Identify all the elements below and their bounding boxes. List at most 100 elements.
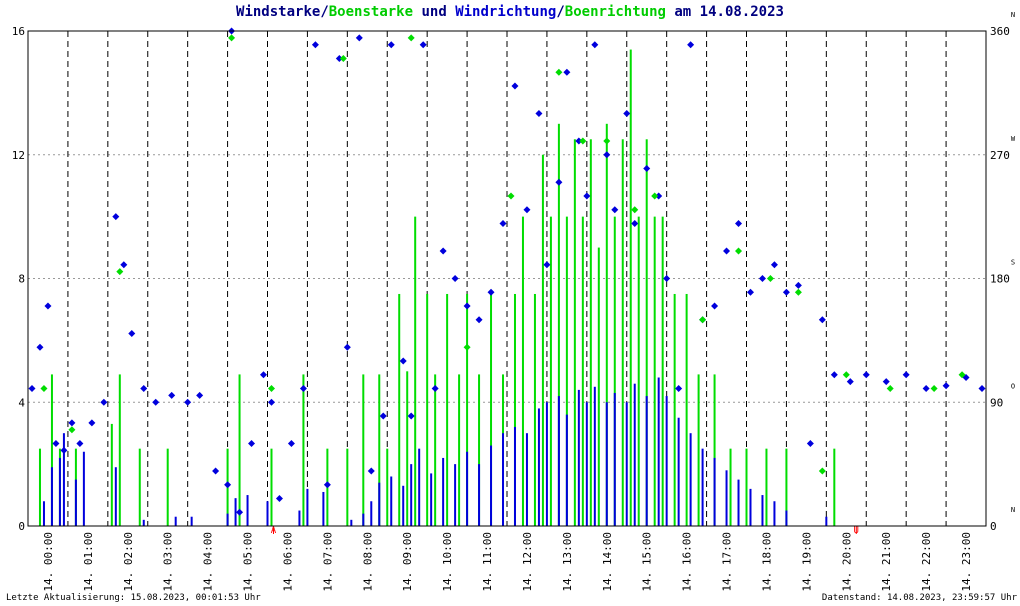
wind-direction-point	[335, 55, 343, 62]
gust-speed-bar	[673, 293, 676, 526]
wind-direction-point	[555, 178, 563, 186]
gust-speed-bar	[270, 448, 273, 526]
gust-direction-point	[228, 34, 236, 42]
gust-direction-point	[766, 275, 774, 282]
wind-direction-point	[487, 288, 495, 296]
wind-speed-bar	[390, 476, 393, 526]
wind-direction-point	[184, 398, 192, 406]
wind-direction-point	[431, 385, 439, 392]
gust-direction-point	[794, 288, 802, 296]
wind-direction-point	[862, 371, 870, 379]
x-tick-label: 14. 17:00	[721, 532, 734, 592]
wind-direction-point	[631, 220, 639, 227]
wind-speed-bar	[785, 510, 788, 526]
wind-direction-point	[723, 247, 731, 255]
wind-direction-point	[655, 192, 663, 200]
wind-direction-point	[575, 137, 583, 145]
wind-direction-point	[583, 192, 591, 200]
gust-speed-bar	[541, 154, 544, 526]
chart-title: Windstarke/Boenstarke und Windrichtung/B…	[0, 4, 1020, 20]
wind-direction-point	[535, 110, 543, 117]
right-tick-label: 270	[990, 149, 1010, 162]
wind-speed-bar	[402, 485, 405, 526]
wind-speed-bar	[246, 495, 249, 526]
footer-last-update: Letzte Aktualisierung: 15.08.2023, 00:01…	[6, 593, 261, 603]
wind-speed-bar	[306, 488, 309, 526]
wind-direction-point	[818, 316, 826, 324]
gust-speed-bar	[346, 448, 349, 526]
wind-direction-point	[882, 378, 890, 386]
wind-direction-point	[830, 371, 838, 379]
gust-direction-point	[631, 206, 639, 214]
wind-direction-point	[212, 467, 220, 475]
wind-direction-point	[311, 41, 319, 49]
wind-speed-bar	[665, 396, 668, 526]
x-tick-label: 14. 21:00	[880, 532, 893, 592]
wind-direction-point	[387, 41, 395, 49]
wind-speed-bar	[226, 513, 229, 526]
x-tick-label: 14. 12:00	[521, 532, 534, 592]
x-tick-label: 14. 07:00	[321, 532, 334, 592]
gust-bars-layer	[38, 49, 836, 526]
direction-label: S	[1011, 259, 1015, 267]
wind-speed-bar	[557, 396, 560, 526]
wind-speed-bar	[633, 383, 636, 526]
direction-label: O	[1011, 382, 1015, 390]
gust-direction-point	[407, 34, 415, 42]
wind-speed-bar	[761, 495, 764, 526]
wind-direction-point	[112, 213, 120, 221]
left-tick-label: 4	[18, 396, 25, 409]
gust-direction-point	[267, 385, 275, 392]
wind-speed-bar	[502, 433, 505, 526]
x-tick-label: 14. 01:00	[82, 532, 95, 592]
gust-speed-bar	[238, 374, 241, 526]
wind-speed-bar	[701, 448, 704, 526]
left-tick-label: 8	[18, 273, 25, 286]
gust-speed-bar	[406, 371, 409, 526]
gust-direction-point	[651, 192, 659, 200]
gust-speed-bar	[589, 139, 592, 526]
wind-speed-bar	[50, 467, 53, 526]
gust-direction-point	[116, 268, 124, 276]
gust-speed-bar	[478, 374, 481, 526]
gust-speed-bar	[613, 216, 616, 526]
wind-speed-bar	[322, 491, 325, 526]
wind-direction-point	[591, 41, 599, 49]
wind-speed-bar	[773, 501, 776, 526]
wind-direction-point	[746, 288, 754, 296]
wind-direction-point	[140, 385, 148, 392]
wind-speed-bar	[82, 451, 85, 526]
wind-direction-point	[563, 68, 571, 76]
right-tick-label: 360	[990, 25, 1010, 38]
gust-direction-point	[699, 316, 707, 324]
wind-speed-bar	[525, 433, 528, 526]
wind-speed-bar	[454, 464, 457, 526]
left-tick-label: 0	[18, 520, 25, 533]
wind-direction-point	[419, 41, 427, 49]
wind-speed-bar	[737, 479, 740, 526]
gust-speed-bar	[785, 448, 788, 526]
wind-direction-point	[463, 302, 471, 310]
wind-speed-bar	[513, 427, 516, 526]
x-tick-label: 14. 05:00	[242, 532, 255, 592]
gust-speed-bar	[661, 216, 664, 526]
wind-speed-bar	[605, 402, 608, 526]
gust-speed-bar	[466, 293, 469, 526]
wind-direction-point	[52, 440, 60, 447]
wind-direction-point	[451, 275, 459, 282]
wind-direction-point	[236, 508, 244, 516]
title-und: und	[413, 4, 456, 20]
wind-speed-bar	[657, 377, 660, 526]
wind-direction-point	[343, 343, 351, 351]
gust-speed-bar	[621, 139, 624, 526]
wind-direction-point	[758, 275, 766, 282]
wind-direction-point	[196, 391, 204, 399]
gust-speed-bar	[386, 448, 389, 526]
wind-speed-bar	[370, 501, 373, 526]
gust-speed-bar	[118, 374, 121, 526]
gust-speed-bar	[458, 374, 461, 526]
gust-speed-bar	[685, 293, 688, 526]
gust-speed-bar	[38, 448, 41, 526]
wind-speed-bar	[58, 457, 61, 526]
